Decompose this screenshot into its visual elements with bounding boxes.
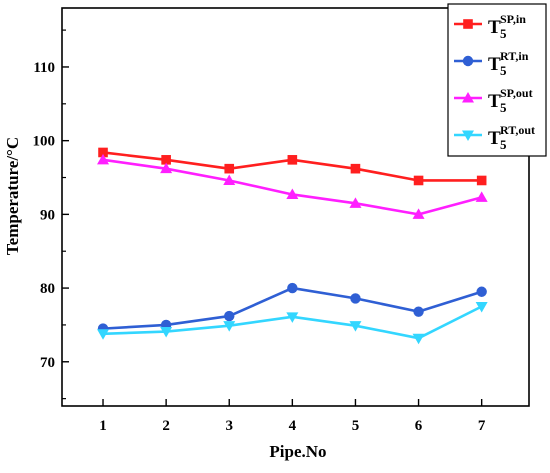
legend-label-sup: SP,out — [500, 86, 533, 100]
y-tick-label: 110 — [33, 60, 55, 76]
data-point-sp_in — [161, 155, 171, 165]
x-tick-label: 3 — [225, 418, 233, 434]
legend-label-sp_in: T — [488, 17, 501, 38]
data-point-sp_in — [413, 175, 424, 186]
data-point-rt_in — [224, 310, 235, 322]
data-point-rt_out — [286, 312, 299, 323]
legend-label-sub: 5 — [500, 63, 507, 78]
data-point-rt_in — [413, 306, 424, 317]
legend-label-sup: RT,out — [500, 123, 535, 137]
data-point-sp_out — [475, 191, 488, 202]
x-tick-label: 6 — [415, 418, 423, 434]
legend-marker-rt_out — [462, 130, 474, 141]
data-point-sp_in — [476, 175, 487, 186]
data-point-rt_in — [287, 282, 298, 294]
data-point-rt_out — [475, 302, 488, 313]
y-tick-label: 100 — [33, 134, 56, 150]
data-point-sp_in — [224, 163, 235, 174]
x-tick-label: 4 — [289, 418, 297, 434]
legend-label-sub: 5 — [500, 100, 507, 115]
legend-marker-sp_in — [463, 19, 473, 29]
data-point-sp_out — [412, 208, 425, 219]
x-axis-title: Pipe.No — [269, 442, 326, 461]
data-point-rt_out — [160, 327, 173, 338]
data-point-rt_out — [223, 321, 236, 332]
y-tick-label: 80 — [40, 281, 55, 297]
legend-marker-sp_out — [462, 92, 474, 103]
legend-label-sub: 5 — [500, 137, 507, 152]
data-point-sp_in — [350, 163, 361, 174]
data-point-sp_out — [160, 162, 173, 174]
x-tick-label: 7 — [478, 418, 486, 434]
legend-marker-rt_in — [462, 55, 474, 67]
data-point-rt_out — [349, 321, 362, 332]
data-point-sp_out — [97, 153, 110, 165]
data-point-sp_in — [287, 155, 298, 165]
legend-label-rt_out: T — [488, 128, 501, 149]
data-point-rt_in — [350, 293, 361, 304]
legend-label-sup: SP,in — [500, 12, 526, 26]
x-tick-label: 5 — [352, 418, 360, 434]
legend-label-sup: RT,in — [500, 49, 529, 63]
legend-label-sp_out: T — [488, 91, 501, 112]
data-point-sp_out — [286, 188, 299, 199]
data-point-sp_in — [98, 147, 108, 158]
data-point-sp_out — [349, 197, 362, 208]
legend-label-rt_in: T — [488, 54, 501, 75]
y-tick-label: 70 — [40, 355, 55, 371]
data-point-rt_out — [412, 333, 425, 345]
x-tick-label: 1 — [99, 418, 107, 434]
x-tick-label: 2 — [162, 418, 170, 434]
plot-frame — [61, 7, 530, 407]
y-tick-label: 90 — [40, 207, 55, 223]
data-point-rt_in — [476, 286, 487, 297]
legend-label-sub: 5 — [500, 26, 507, 41]
data-point-sp_out — [223, 174, 236, 185]
y-axis-title: Temperature/°C — [3, 137, 22, 255]
data-point-rt_out — [97, 329, 110, 340]
